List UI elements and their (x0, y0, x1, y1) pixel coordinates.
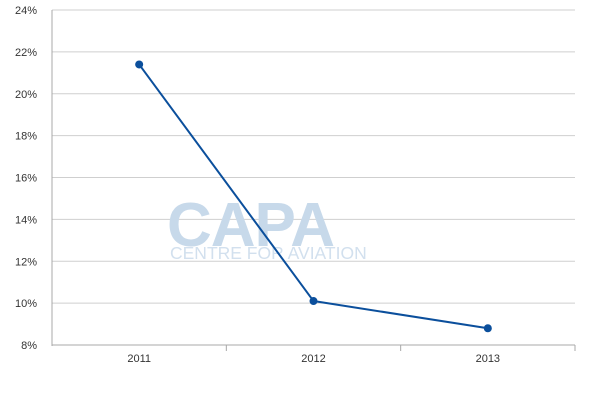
y-tick-label: 12% (15, 256, 37, 268)
data-point (309, 297, 318, 306)
y-tick-label: 18% (15, 131, 37, 143)
y-tick-label: 14% (15, 214, 37, 226)
y-tick-label: 22% (15, 47, 37, 59)
series-group (135, 60, 492, 333)
x-tick-label: 2011 (127, 353, 151, 365)
y-tick-label: 16% (15, 173, 37, 185)
axes (51, 10, 576, 351)
data-point (483, 324, 492, 333)
watermark-logo-text: CAPA (167, 191, 334, 260)
x-tick-label: 2013 (476, 353, 500, 365)
y-axis-tick-labels: 8% 10% 12% 14% 16% 18% 20% 22% 24% (15, 5, 37, 352)
data-point (135, 60, 144, 69)
capa-watermark-logo: CAPA CENTRE FOR AVIATION (167, 191, 367, 263)
x-tick-label: 2012 (301, 353, 325, 365)
watermark-tagline: CENTRE FOR AVIATION (170, 243, 367, 263)
x-axis-tick-labels: 2011 2012 2013 (127, 353, 500, 365)
y-tick-label: 24% (15, 5, 37, 17)
y-tick-label: 8% (21, 340, 37, 352)
y-tick-label: 10% (15, 298, 37, 310)
y-tick-label: 20% (15, 89, 37, 101)
gridlines (52, 9, 575, 304)
